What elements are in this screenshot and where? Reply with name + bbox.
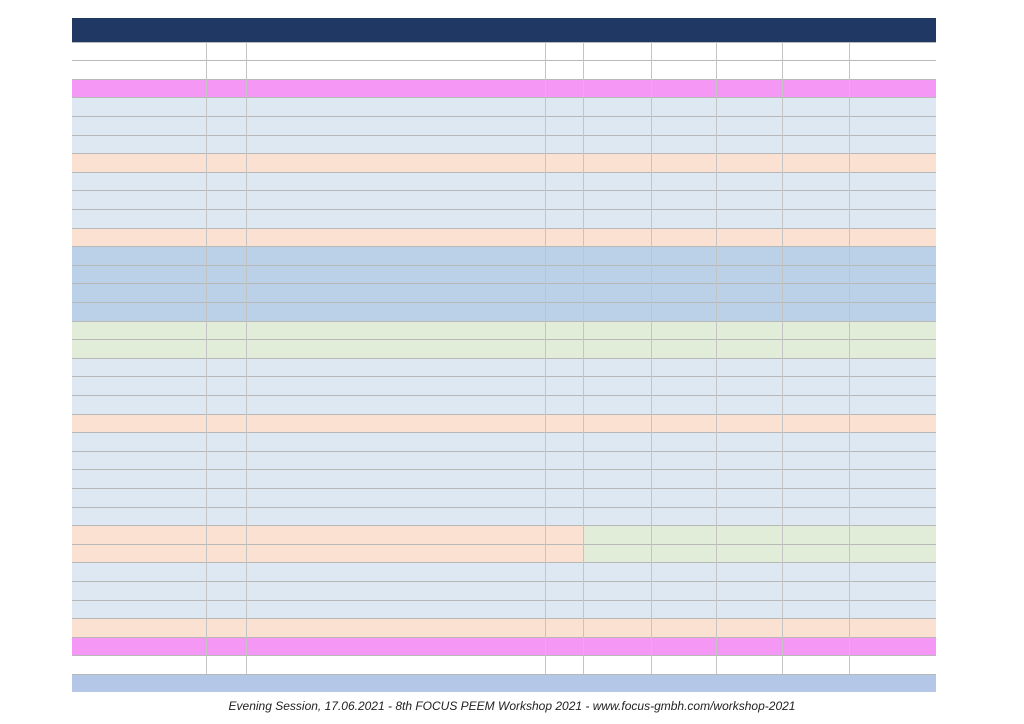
schedule-block-zones-bg <box>583 172 936 228</box>
grid-line-horizontal <box>72 78 936 80</box>
grid-line-horizontal <box>72 134 936 136</box>
grid-line-horizontal <box>72 599 936 601</box>
schedule-block-bg <box>72 358 583 414</box>
grid-line-horizontal <box>72 376 936 378</box>
schedule-block-zones-bg <box>583 153 936 173</box>
schedule-block-zones-bg <box>583 358 936 414</box>
grid-line-horizontal <box>72 413 936 415</box>
grid-line-horizontal <box>72 115 936 117</box>
schedule-block-zones-bg <box>583 414 936 433</box>
schedule-block-bg <box>72 637 583 656</box>
grid-line-horizontal <box>72 190 936 192</box>
grid-line-horizontal <box>72 208 936 210</box>
grid-line-horizontal <box>72 580 936 582</box>
grid-line-vertical <box>205 42 207 675</box>
schedule-block-bg <box>72 97 583 154</box>
grid-line-horizontal <box>72 339 936 341</box>
grid-line-vertical <box>848 42 850 675</box>
schedule-sheet <box>72 18 936 693</box>
footer-caption: Evening Session, 17.06.2021 - 8th FOCUS … <box>228 699 796 713</box>
grid-line-horizontal <box>72 264 936 266</box>
schedule-block-bg <box>72 79 583 98</box>
grid-line-horizontal <box>72 487 936 489</box>
grid-line-horizontal <box>72 60 936 62</box>
schedule-block-zones-bg <box>583 97 936 154</box>
grid-line-horizontal <box>72 432 936 434</box>
grid-line-vertical <box>582 42 584 675</box>
grid-line-horizontal <box>72 506 936 508</box>
grid-line-horizontal <box>72 357 936 359</box>
schedule-block-bg <box>72 153 583 173</box>
schedule-block-bg <box>72 414 583 433</box>
grid-line-horizontal <box>72 320 936 322</box>
grid-line-horizontal <box>72 655 936 657</box>
grid-line-vertical <box>650 42 652 675</box>
grid-line-horizontal <box>72 525 936 527</box>
grid-line-horizontal <box>72 469 936 471</box>
grid-line-horizontal <box>72 153 936 155</box>
grid-line-horizontal <box>72 543 936 545</box>
schedule-block-bg <box>72 432 583 526</box>
schedule-block-bg <box>72 228 583 247</box>
schedule-block-zones-bg <box>583 618 936 638</box>
grid-line-horizontal <box>72 618 936 620</box>
grid-line-horizontal <box>72 450 936 452</box>
grid-line-horizontal <box>72 636 936 638</box>
schedule-block-bg <box>72 172 583 228</box>
grid-line-horizontal <box>72 562 936 564</box>
grid-line-horizontal <box>72 171 936 173</box>
grid-line-horizontal <box>72 301 936 303</box>
grid-line-horizontal <box>72 673 936 675</box>
grid-line-horizontal <box>72 97 936 99</box>
schedule-block-zones-bg <box>583 562 936 619</box>
grid-line-horizontal <box>72 394 936 396</box>
schedule-block-zones-bg <box>583 432 936 526</box>
grid-line-horizontal <box>72 283 936 285</box>
grid-line-vertical <box>781 42 783 675</box>
schedule-block-bg <box>72 618 583 638</box>
schedule-block-zones-bg <box>583 228 936 247</box>
grid-line-horizontal <box>72 227 936 229</box>
grid-line-vertical <box>715 42 717 675</box>
footer-bar <box>72 674 936 693</box>
grid-line-vertical <box>544 42 546 675</box>
schedule-block-zones-bg <box>583 637 936 656</box>
schedule-block-bg <box>72 562 583 619</box>
grid-line-horizontal <box>72 41 936 43</box>
schedule-block-zones-bg <box>583 79 936 98</box>
grid-line-horizontal <box>72 246 936 248</box>
header-bar <box>72 18 936 42</box>
grid-line-vertical <box>245 42 247 675</box>
